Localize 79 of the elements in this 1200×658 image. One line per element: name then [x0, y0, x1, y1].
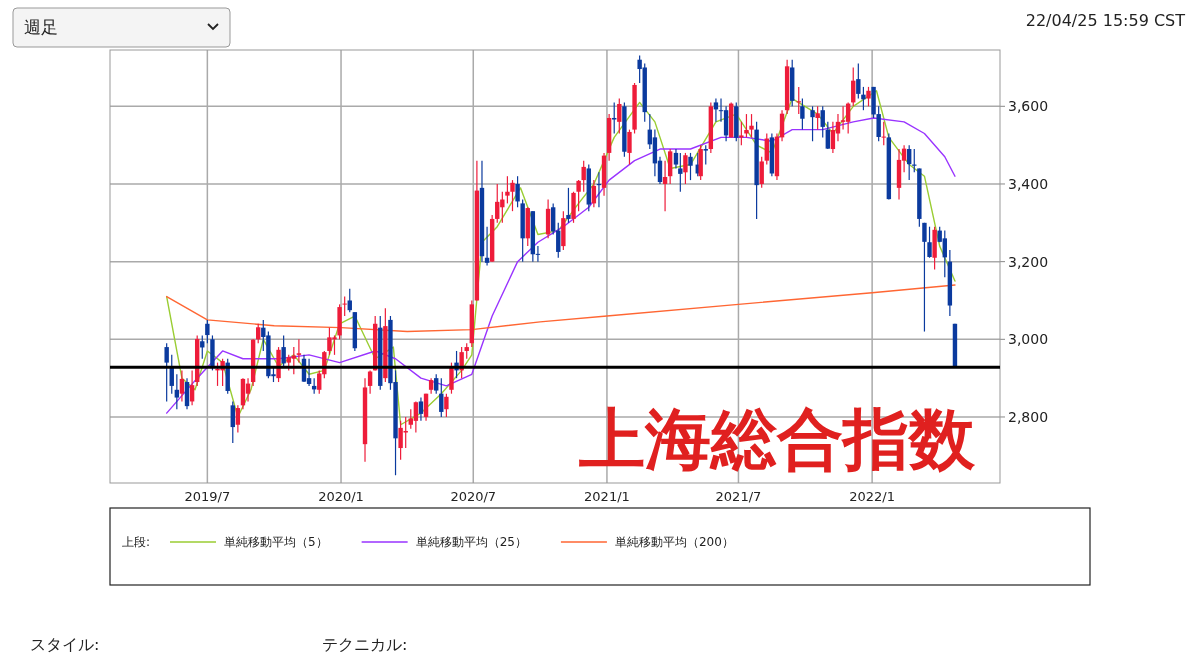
candlestick — [906, 144, 912, 181]
candlestick — [764, 132, 769, 166]
candlestick — [820, 105, 825, 138]
legend-label: 単純移動平均（200） — [614, 535, 734, 549]
candlestick — [347, 288, 352, 313]
candlestick — [713, 97, 719, 123]
candlestick — [535, 245, 541, 263]
candlestick — [800, 97, 805, 131]
candlestick — [484, 226, 490, 267]
text: 週足 — [24, 17, 58, 37]
y-tick-label: 3,400 — [1008, 175, 1049, 192]
candlestick — [866, 86, 871, 107]
candlestick — [617, 97, 622, 135]
candlestick — [662, 160, 668, 212]
candlestick — [815, 105, 820, 131]
x-tick-label: 2019/7 — [184, 489, 231, 504]
candlestick — [840, 105, 846, 131]
candlestick — [845, 101, 851, 135]
candlestick — [342, 296, 347, 317]
candlestick — [505, 175, 510, 204]
candlestick — [296, 338, 302, 364]
candlestick — [245, 377, 251, 403]
y-tick-label: 3,600 — [1008, 98, 1049, 115]
candlestick — [703, 144, 708, 166]
candlestick — [673, 148, 679, 170]
candlestick — [510, 179, 515, 212]
candlestick — [861, 86, 866, 111]
candlestick — [235, 404, 241, 434]
x-tick-label: 2021/7 — [715, 489, 762, 504]
x-tick-label: 2020/1 — [318, 489, 364, 504]
candlestick — [174, 373, 180, 410]
candlestick — [683, 152, 688, 185]
candlestick — [306, 358, 312, 387]
candlestick — [418, 396, 424, 422]
y-tick-label: 2,800 — [1008, 408, 1049, 425]
candlestick — [576, 179, 581, 212]
candlestick — [413, 400, 419, 434]
candlestick — [759, 156, 764, 189]
candlestick — [922, 222, 927, 333]
candlestick — [566, 187, 571, 224]
x-tick-label: 2022/1 — [849, 489, 896, 504]
candlestick — [439, 377, 444, 418]
y-tick-label: 3,200 — [1008, 253, 1049, 270]
legend-label: 単純移動平均（5） — [224, 535, 328, 549]
candlestick — [825, 121, 831, 150]
candlestick — [179, 369, 185, 403]
candlestick — [205, 319, 210, 344]
candlestick — [688, 152, 693, 181]
candlestick — [856, 62, 861, 100]
candlestick — [749, 113, 754, 138]
x-tick-label: 2020/7 — [450, 489, 497, 504]
candlestick — [810, 105, 815, 142]
candlestick — [744, 113, 749, 138]
candlestick — [678, 152, 683, 193]
candlestick — [876, 105, 881, 142]
line-series — [165, 284, 956, 333]
candlestick — [927, 226, 932, 259]
candlestick — [830, 121, 836, 154]
candlestick — [256, 323, 261, 344]
y-tick-label: 3,000 — [1008, 331, 1049, 348]
candlestick — [230, 400, 235, 444]
candlestick — [581, 160, 586, 193]
candlestick — [627, 129, 632, 166]
candlestick — [881, 121, 886, 146]
x-tick-label: 2021/1 — [584, 489, 630, 504]
candlestick — [444, 393, 449, 418]
candlestick — [449, 362, 454, 395]
candlestick — [164, 342, 169, 403]
text: 22/04/25 15:59 CST — [1025, 11, 1186, 30]
text: スタイル: — [30, 635, 100, 654]
candlestick — [739, 121, 744, 146]
text: テクニカル: — [322, 635, 408, 654]
legend-title: 上段: — [122, 535, 151, 549]
candlestick — [281, 334, 286, 368]
text: 上海総合指数 — [578, 401, 976, 478]
candlestick — [612, 101, 617, 135]
candlestick — [434, 373, 439, 395]
candlestick — [515, 175, 520, 208]
legend-label: 単純移動平均（25） — [415, 535, 527, 549]
